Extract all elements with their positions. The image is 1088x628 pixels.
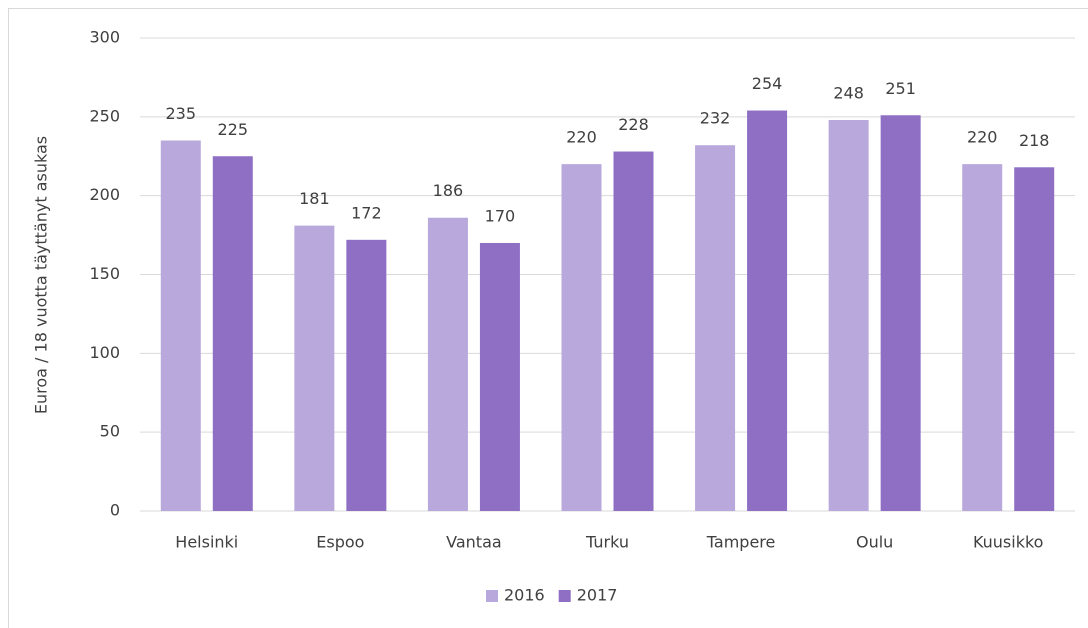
data-label: 232 <box>700 109 731 128</box>
y-tick-label: 200 <box>89 185 120 204</box>
bar <box>880 115 921 512</box>
legend-label: 2017 <box>577 586 618 605</box>
x-tick-label: Turku <box>585 533 629 552</box>
y-tick-label: 250 <box>89 106 120 125</box>
x-tick-label: Helsinki <box>175 533 238 552</box>
bar <box>1014 167 1055 511</box>
bar <box>212 156 253 511</box>
y-tick-label: 100 <box>89 343 120 362</box>
x-tick-label: Espoo <box>316 533 364 552</box>
data-label: 220 <box>967 128 998 147</box>
x-tick-label: Vantaa <box>446 533 502 552</box>
data-label: 251 <box>885 79 916 98</box>
bar <box>695 145 736 512</box>
bar <box>479 242 520 511</box>
data-label: 218 <box>1019 131 1050 150</box>
x-tick-label: Kuusikko <box>973 533 1044 552</box>
x-tick-label: Oulu <box>856 533 893 552</box>
data-label: 186 <box>433 181 464 200</box>
data-label: 248 <box>833 83 864 102</box>
legend-swatch <box>486 590 498 602</box>
y-tick-label: 300 <box>89 28 120 47</box>
data-label: 172 <box>351 203 382 222</box>
y-tick-label: 0 <box>110 501 120 520</box>
bar <box>962 164 1003 511</box>
bar <box>828 119 869 511</box>
bar <box>160 140 201 511</box>
bar <box>747 110 788 511</box>
legend-label: 2016 <box>504 586 545 605</box>
data-label: 170 <box>485 206 516 225</box>
x-tick-label: Tampere <box>706 533 776 552</box>
y-tick-label: 150 <box>89 264 120 283</box>
bar <box>613 151 654 511</box>
legend-swatch <box>558 590 571 602</box>
data-label: 220 <box>566 128 597 147</box>
data-label: 225 <box>218 120 249 139</box>
bar <box>561 164 602 511</box>
bar <box>346 239 387 511</box>
data-label: 181 <box>299 189 330 208</box>
data-label: 235 <box>166 104 197 123</box>
data-label: 228 <box>618 115 649 134</box>
bar <box>427 217 468 512</box>
y-tick-label: 50 <box>100 422 120 441</box>
chart-frame <box>8 8 1088 628</box>
bar <box>294 225 335 511</box>
data-label: 254 <box>752 74 783 93</box>
y-axis-label: Euroa / 18 vuotta täyttänyt asukas <box>32 136 51 414</box>
